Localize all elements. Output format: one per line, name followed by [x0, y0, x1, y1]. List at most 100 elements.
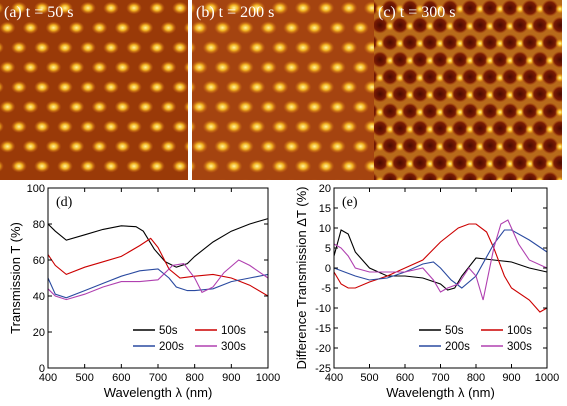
y-axis-title: Difference Transmission ΔT (%)	[294, 186, 309, 369]
afm-island	[260, 20, 277, 35]
afm-pit	[401, 0, 419, 17]
y-tick-label: 80	[33, 219, 45, 231]
afm-pit	[501, 171, 519, 180]
afm-pit	[401, 137, 419, 155]
afm-island	[555, 141, 562, 152]
afm-island	[555, 176, 562, 180]
afm-island	[306, 139, 323, 154]
afm-island	[555, 107, 562, 118]
afm-island	[172, 159, 188, 173]
afm-pit	[451, 51, 469, 69]
afm-pit	[431, 16, 449, 34]
afm-island	[192, 120, 197, 133]
afm-texture-c	[374, 0, 562, 180]
afm-pit	[441, 0, 459, 17]
afm-island	[294, 1, 312, 15]
afm-island	[80, 41, 96, 54]
afm-island	[114, 140, 131, 153]
afm-island	[294, 80, 312, 94]
afm-label-c: (c) t = 300 s	[378, 4, 456, 21]
afm-pit	[551, 85, 562, 103]
y-tick-label: 100	[27, 183, 45, 195]
afm-pit	[561, 73, 562, 80]
afm-island	[22, 140, 39, 153]
afm-island	[11, 80, 27, 94]
x-tick-label: 800	[467, 372, 485, 384]
afm-island	[287, 179, 296, 180]
afm-island	[340, 119, 358, 134]
afm-island	[57, 41, 73, 54]
afm-pit	[481, 102, 499, 120]
afm-island	[0, 21, 16, 35]
afm-pit	[381, 68, 399, 86]
afm-pit	[491, 51, 509, 69]
afm-island	[68, 60, 85, 74]
panel-label: (d)	[56, 195, 73, 210]
afm-island	[356, 179, 365, 180]
afm-island	[202, 40, 220, 55]
afm-pit	[411, 16, 429, 34]
afm-island	[218, 179, 227, 180]
afm-island	[103, 1, 119, 15]
afm-island	[45, 21, 62, 35]
afm-island	[555, 4, 562, 14]
afm-island	[149, 80, 165, 94]
afm-pit	[461, 33, 479, 51]
afm-island	[126, 41, 142, 54]
afm-island	[248, 40, 266, 55]
afm-island	[22, 60, 39, 74]
afm-island	[271, 80, 289, 94]
afm-island	[80, 1, 96, 15]
afm-island	[160, 100, 177, 114]
afm-pit	[421, 68, 439, 86]
afm-pit	[381, 102, 399, 120]
afm-island	[214, 139, 231, 154]
afm-pit	[391, 119, 409, 137]
afm-pit	[441, 102, 459, 120]
afm-island	[329, 60, 346, 75]
afm-island	[149, 159, 165, 173]
afm-pit	[551, 16, 562, 34]
afm-pit	[401, 102, 419, 120]
afm-island	[137, 60, 154, 74]
afm-island	[352, 139, 369, 154]
afm-island	[183, 22, 188, 34]
afm-island	[271, 119, 289, 134]
y-tick-label: 20	[319, 183, 331, 195]
afm-island	[248, 159, 266, 174]
afm-island	[195, 179, 204, 180]
afm-island	[352, 100, 369, 114]
afm-island	[317, 40, 335, 55]
afm-island	[57, 120, 73, 134]
afm-image-b: (b) t = 200 s	[192, 0, 380, 180]
x-tick-label: 900	[502, 372, 520, 384]
afm-island	[91, 140, 108, 153]
afm-island	[306, 60, 323, 75]
afm-pit	[511, 85, 529, 103]
afm-pit	[441, 171, 459, 180]
afm-pit	[441, 33, 459, 51]
afm-island	[310, 179, 319, 180]
x-tick-label: 1000	[256, 372, 280, 384]
afm-island	[306, 20, 323, 35]
afm-pit	[401, 171, 419, 180]
afm-pit	[374, 119, 389, 137]
afm-label-b: (b) t = 200 s	[196, 4, 275, 21]
afm-island	[192, 81, 197, 94]
x-tick-label: 400	[39, 372, 57, 384]
afm-island	[192, 41, 197, 54]
afm-island	[114, 60, 131, 74]
afm-pit	[391, 154, 409, 172]
chart-difference-transmission: 400 500 600 700 800 900 1000 -25 -20 -15 -10 -5 0 5 10…	[294, 183, 559, 400]
afm-island	[11, 159, 27, 173]
afm-pit	[401, 33, 419, 51]
series-line-50s	[333, 229, 548, 291]
y-tick-label: -20	[315, 343, 331, 355]
afm-island	[294, 159, 312, 174]
afm-island	[0, 140, 16, 153]
afm-island	[34, 1, 50, 15]
afm-pit	[421, 102, 439, 120]
afm-pit	[401, 68, 419, 86]
afm-island	[91, 100, 108, 114]
afm-pit	[541, 68, 559, 86]
